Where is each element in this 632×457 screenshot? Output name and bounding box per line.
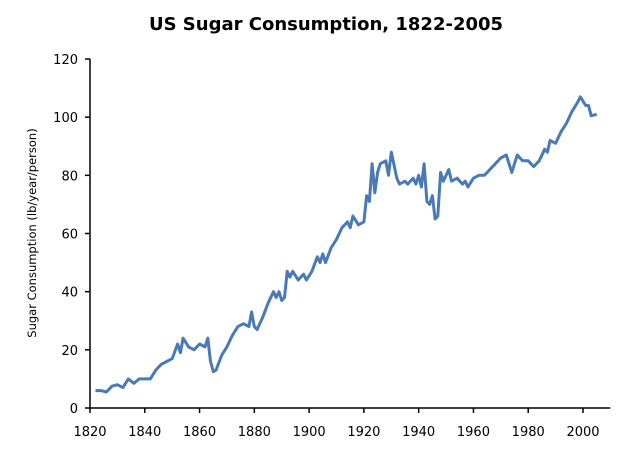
tick-labels: 1820 1840 1860 1880 1900 1920 1940 1960 1980 2000… — [53, 53, 599, 440]
x-tick-label: 1920 — [347, 425, 380, 440]
x-tick-label: 2000 — [566, 425, 599, 440]
x-tick-label: 1860 — [183, 425, 216, 440]
x-tick-label: 1900 — [293, 425, 326, 440]
y-tick-label: 60 — [61, 228, 78, 243]
y-tick-label: 0 — [70, 402, 78, 417]
x-tick-label: 1840 — [128, 425, 161, 440]
y-tick-label: 40 — [61, 286, 78, 301]
y-tick-label: 120 — [53, 53, 78, 68]
y-axis-label: Sugar Consumption (lb/year/person) — [25, 128, 39, 337]
x-tick-label: 1880 — [238, 425, 271, 440]
x-tick-label: 1980 — [512, 425, 545, 440]
x-tick-label: 1820 — [73, 425, 106, 440]
axes — [85, 58, 611, 413]
x-tick-label: 1940 — [402, 425, 435, 440]
x-tick-label: 1960 — [457, 425, 490, 440]
chart-title: US Sugar Consumption, 1822-2005 — [149, 14, 503, 35]
series-line — [95, 95, 598, 394]
y-tick-label: 100 — [53, 111, 78, 126]
y-tick-label: 20 — [61, 344, 78, 359]
y-tick-label: 80 — [61, 169, 78, 184]
